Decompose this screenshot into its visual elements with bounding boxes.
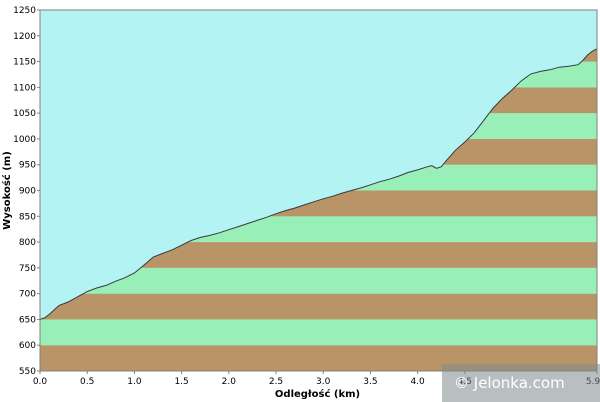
y-tick-label: 700: [19, 290, 36, 300]
x-tick-label: 1.5: [174, 377, 188, 387]
elevation-band: [40, 319, 597, 346]
y-tick-label: 800: [19, 238, 36, 248]
x-tick-label: 3.5: [363, 377, 377, 387]
y-tick-label: 1050: [13, 109, 36, 119]
x-tick-label: 0.5: [80, 377, 94, 387]
y-tick-label: 1200: [13, 32, 36, 42]
plot-border: [39, 9, 598, 372]
elevation-band: [40, 293, 597, 320]
y-tick-label: 950: [19, 161, 36, 171]
x-tick-label: 4.0: [410, 377, 425, 387]
y-tick-label: 750: [19, 264, 36, 274]
watermark: © Jelonka.com: [442, 364, 600, 402]
y-tick-labels: 550 600 650 700 750 800 850 900 950 1000 1050 1100 1…: [13, 6, 36, 377]
y-tick-label: 650: [19, 315, 36, 325]
x-axis-title: Odległość (km): [275, 388, 360, 400]
x-tick-label: 3.0: [316, 377, 331, 387]
y-tick-label: 600: [19, 341, 36, 351]
watermark-text: © Jelonka.com: [454, 374, 565, 392]
y-tick-label: 1000: [13, 135, 36, 145]
y-tick-label: 900: [19, 187, 36, 197]
x-tick-label: 2.5: [269, 377, 283, 387]
x-tick-label: 1.0: [127, 377, 142, 387]
x-tick-label: 0.0: [33, 377, 48, 387]
y-tick-label: 850: [19, 212, 36, 222]
y-tick-label: 1250: [13, 6, 36, 16]
elevation-profile-line: [39, 48, 598, 320]
y-axis-title: Wysokość (m): [1, 151, 13, 230]
y-tick-label: 550: [19, 367, 36, 377]
y-tick-label: 1150: [13, 58, 36, 68]
y-tick-label: 1100: [13, 83, 36, 93]
x-tick-label: 2.0: [222, 377, 237, 387]
